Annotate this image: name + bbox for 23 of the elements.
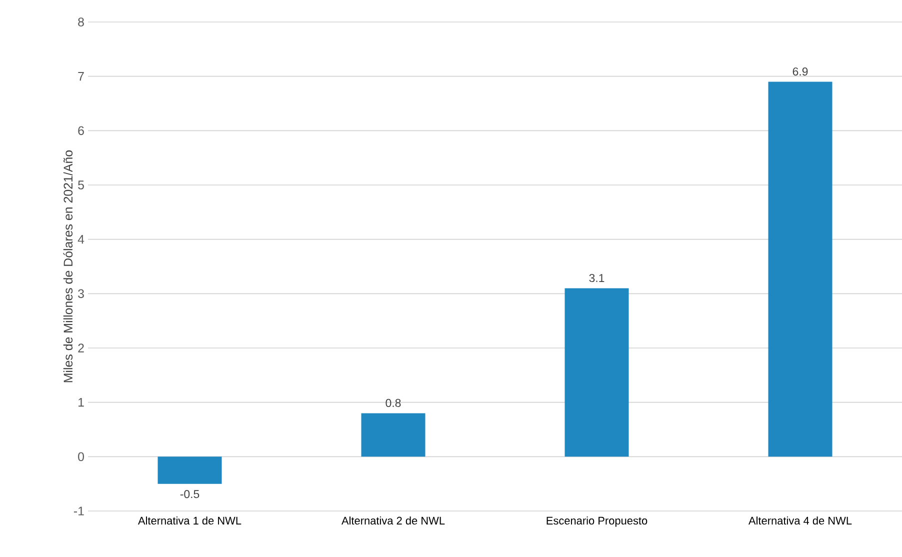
bar [361, 413, 426, 457]
data-label: 6.9 [792, 67, 808, 76]
data-label: -0.5 [180, 490, 200, 498]
y-tick-label: 2 [78, 344, 84, 352]
y-axis-title: Miles de Millones de Dólares en 2021/Año [63, 150, 73, 382]
bar [768, 82, 832, 457]
x-tick-label: Alternativa 2 de NWL [341, 516, 445, 525]
y-tick-label: 3 [78, 289, 84, 298]
data-label: 0.8 [386, 398, 401, 408]
y-tick-label: 6 [78, 126, 84, 136]
x-tick-label: Alternativa 1 de NWL [138, 516, 242, 525]
x-tick-label: Alternativa 4 de NWL [748, 516, 852, 525]
y-tick-label: 7 [78, 72, 84, 81]
y-tick-label: 8 [78, 18, 84, 26]
y-tick-label: -1 [74, 506, 84, 516]
y-tick-label: 5 [78, 180, 84, 190]
y-tick-label: 4 [78, 235, 84, 244]
bar [158, 456, 222, 484]
data-label: 3.1 [589, 274, 604, 282]
x-tick-label: Escenario Propuesto [546, 516, 648, 527]
bar [564, 288, 629, 457]
y-tick-label: 0 [78, 452, 84, 462]
y-tick-label: 1 [78, 398, 84, 407]
